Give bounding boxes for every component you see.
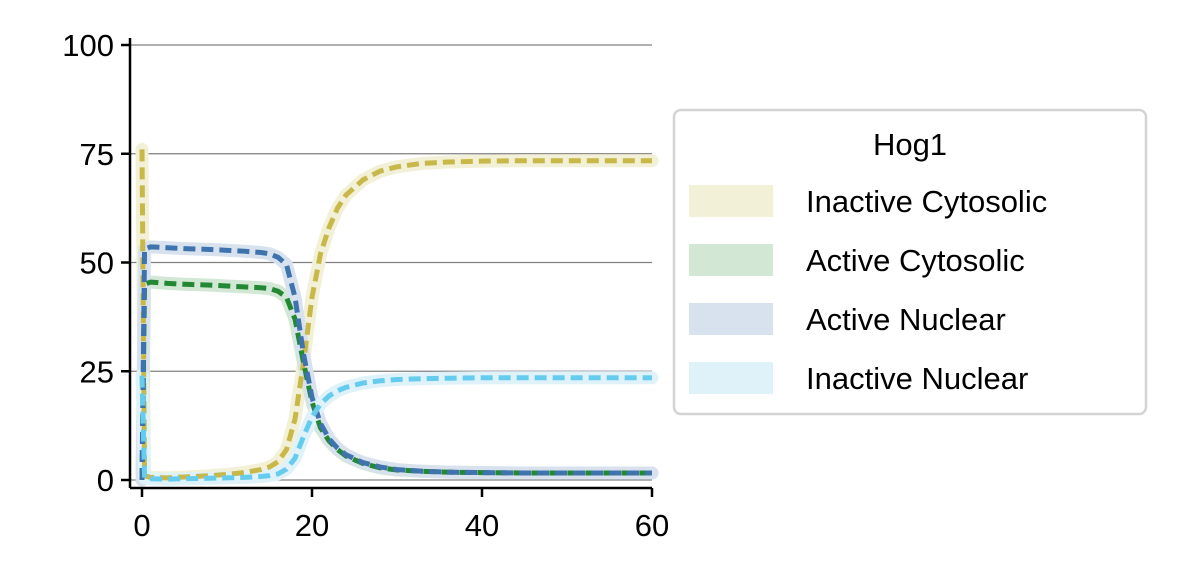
y-tick-label-50: 50: [80, 246, 114, 281]
series-line-0: [139, 149, 652, 481]
series-line-2: [139, 244, 652, 481]
series-band-0: [135, 142, 659, 485]
legend-label-3: Inactive Nuclear: [806, 361, 1028, 396]
legend: Hog1 Inactive Cytosolic Active Cytosolic Ac…: [672, 108, 1148, 416]
series-lines: [139, 149, 652, 482]
legend-label-1: Active Cytosolic: [806, 243, 1025, 278]
x-tick-label-20: 20: [295, 508, 329, 543]
legend-box: [672, 108, 1148, 416]
y-tick-label-25: 25: [80, 354, 114, 389]
series-line-1: [139, 279, 652, 481]
legend-swatch-3: [689, 362, 773, 394]
axes: 0 25 50 75 100 0 20 40 60: [62, 28, 669, 543]
legend-label-2: Active Nuclear: [806, 302, 1006, 337]
legend-swatch-2: [689, 303, 773, 335]
y-tick-label-75: 75: [80, 137, 114, 172]
x-tick-label-0: 0: [133, 508, 150, 543]
x-tick-label-40: 40: [465, 508, 499, 543]
gridlines: [130, 44, 652, 481]
legend-label-0: Inactive Cytosolic: [806, 184, 1047, 219]
legend-title: Hog1: [873, 127, 947, 162]
series-bands: [135, 142, 659, 487]
y-tick-label-100: 100: [62, 28, 114, 63]
legend-swatch-0: [689, 185, 773, 217]
y-tick-label-0: 0: [97, 463, 114, 498]
legend-swatch-1: [689, 244, 773, 276]
x-tick-label-60: 60: [635, 508, 669, 543]
